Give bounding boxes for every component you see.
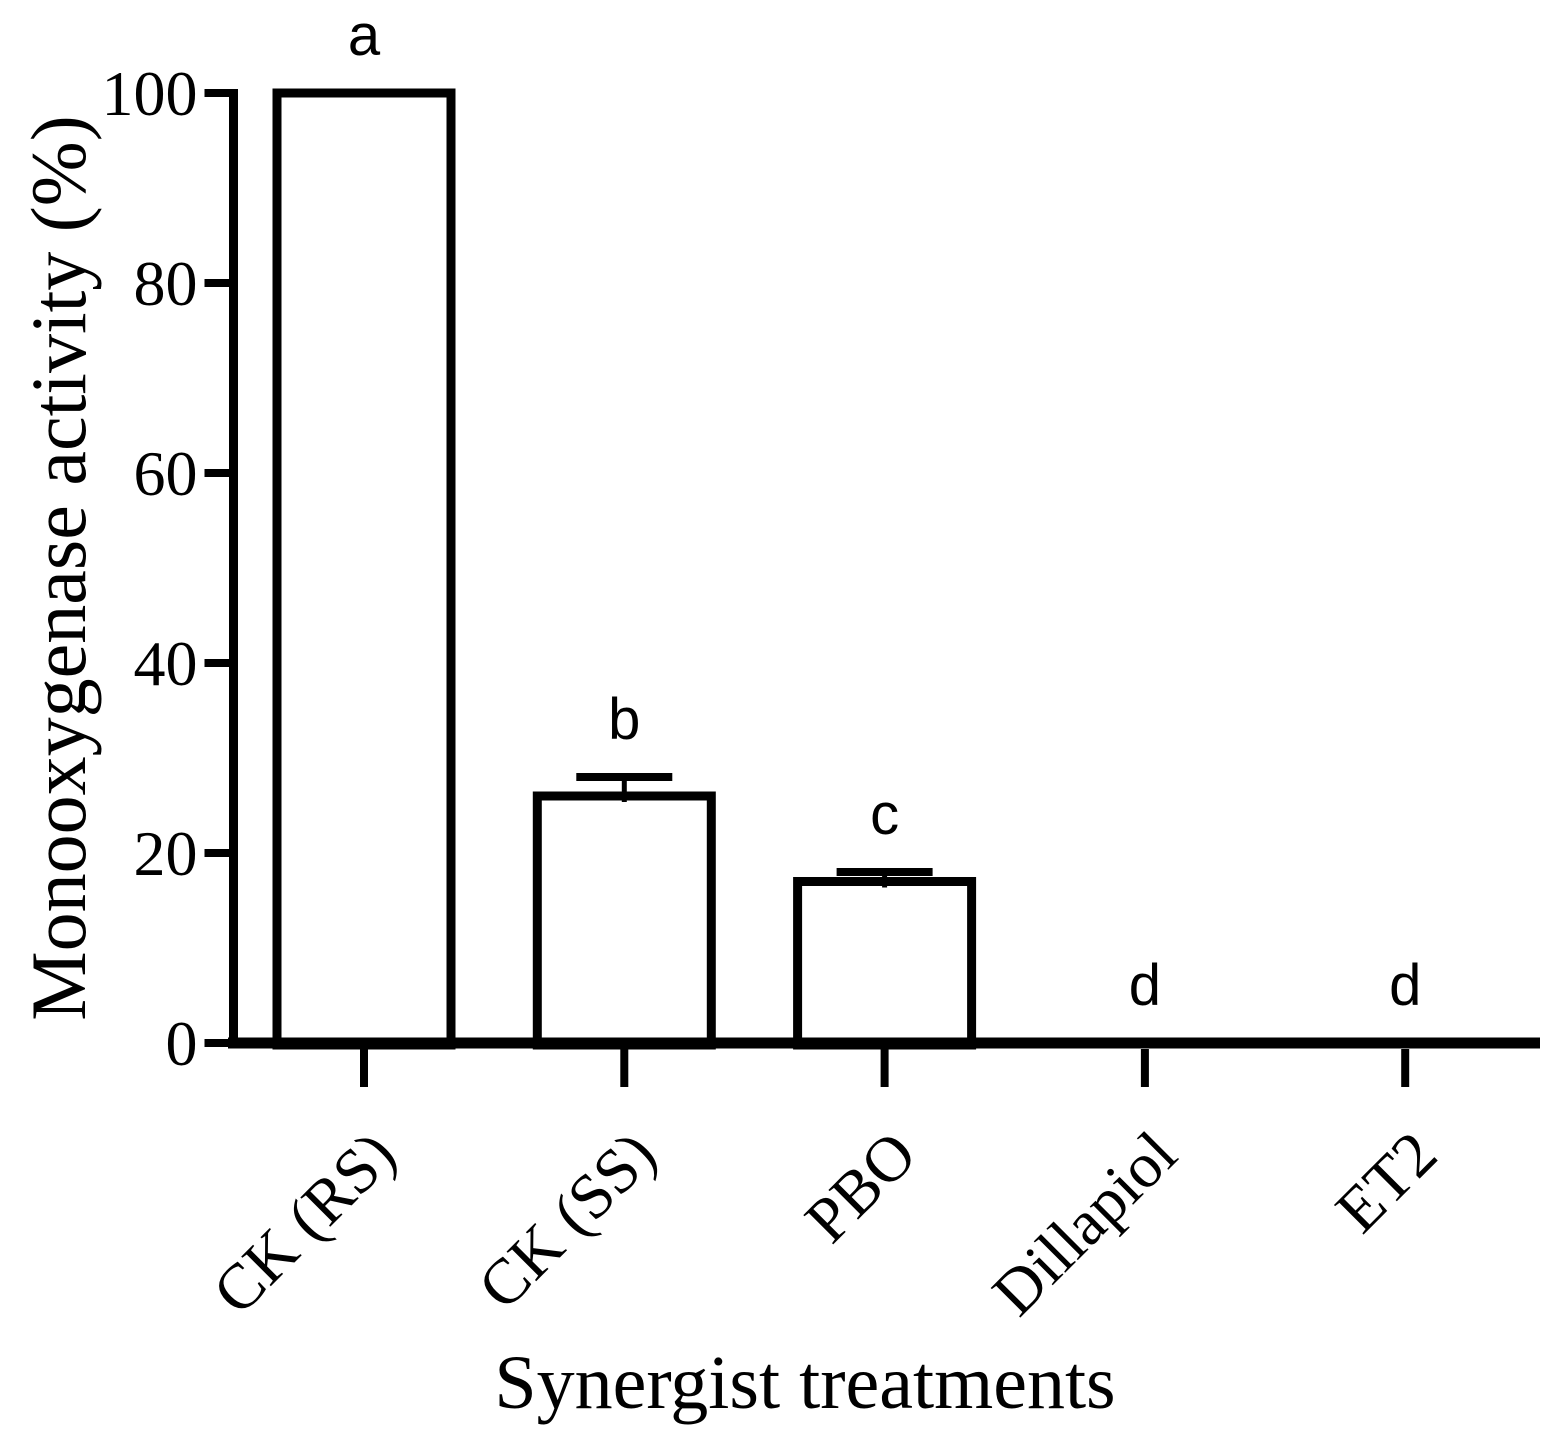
bar-ck-rs	[272, 88, 456, 1050]
y-tick-label-40: 40	[134, 628, 198, 699]
y-tick-label-80: 80	[134, 248, 198, 319]
y-tick-label-60: 60	[134, 438, 198, 509]
x-tick-label-ck-ss: CK (SS)	[464, 1118, 669, 1323]
y-tick-label-100: 100	[102, 58, 198, 129]
sig-letter-ck-ss: b	[608, 687, 640, 752]
y-axis-title: Monooxygenase activity (%)	[15, 115, 102, 1020]
sig-letter-dillapiol: d	[1129, 953, 1161, 1018]
y-tick-label-0: 0	[166, 1008, 198, 1079]
bar-pbo	[793, 877, 977, 1050]
sig-letter-pbo: c	[870, 782, 899, 847]
x-tick-label-dillapiol: Dillapiol	[979, 1118, 1190, 1329]
x-tick-label-ck-rs: CK (RS)	[199, 1118, 409, 1328]
x-axis-title: Synergist treatments	[494, 1341, 1115, 1425]
plot-area: a b c d d 0 20 40 60 80 100 CK (RS) CK (SS) PBO Dillap…	[102, 3, 1540, 1329]
sig-letter-et2: d	[1389, 953, 1421, 1018]
x-tick-label-pbo: PBO	[791, 1118, 929, 1256]
sig-letter-ck-rs: a	[348, 3, 381, 68]
y-tick-label-20: 20	[134, 818, 198, 889]
x-tick-label-et2: ET2	[1322, 1118, 1450, 1246]
bar-ck-ss	[532, 791, 716, 1050]
